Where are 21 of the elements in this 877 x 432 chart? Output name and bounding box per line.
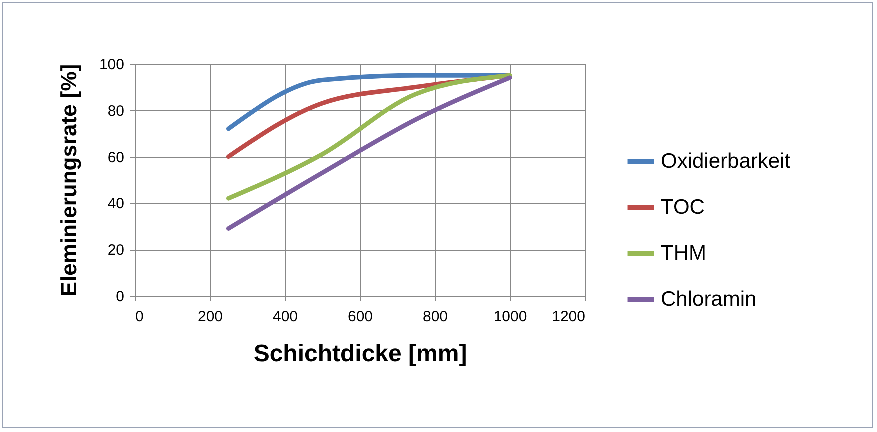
- x-tick-label: 1200: [552, 308, 586, 326]
- line-series: [226, 76, 512, 231]
- x-tick-label: 0: [136, 308, 144, 326]
- legend-label: TOC: [661, 196, 705, 219]
- x-tick-label: 800: [422, 308, 448, 326]
- legend-label: THM: [661, 242, 706, 265]
- y-tick-label: 20: [108, 242, 124, 260]
- legend-label: Chloramin: [661, 288, 757, 311]
- x-tick-label: 1000: [494, 308, 528, 326]
- x-tick-label: 400: [272, 308, 298, 326]
- x-tick-label: 600: [348, 308, 374, 326]
- y-tick-label: 40: [108, 196, 124, 213]
- y-tick-label: 0: [116, 288, 124, 306]
- legend-label: Oxidierbarkeit: [661, 150, 791, 173]
- x-axis-title: Schichtdicke [mm]: [254, 340, 468, 368]
- y-tick-label: 80: [108, 102, 124, 120]
- y-tick-label: 60: [108, 149, 124, 166]
- y-tick-label: 100: [99, 56, 124, 74]
- y-axis-title: Eleminierungsrate [%]: [56, 64, 82, 297]
- line-series: [226, 73, 512, 201]
- x-tick-label: 200: [198, 308, 224, 326]
